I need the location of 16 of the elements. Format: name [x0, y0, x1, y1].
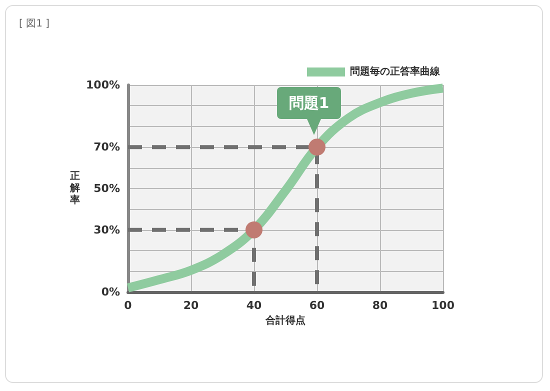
x-tick-label: 40: [246, 299, 262, 312]
x-tick-label: 20: [183, 299, 199, 312]
y-tick-label: 30%: [94, 223, 120, 236]
x-tick-label: 100: [432, 299, 455, 312]
annotation: 問題1: [277, 87, 341, 120]
x-tick-label: 60: [309, 299, 325, 312]
y-tick-label: 70%: [94, 140, 120, 154]
y-axis-title: 正解率: [69, 171, 80, 206]
x-tick-label: 0: [124, 299, 132, 312]
y-tick-label: 50%: [94, 182, 120, 195]
x-tick-label: 80: [372, 299, 388, 312]
text: [ 図1 ]: [19, 18, 50, 30]
legend-label: 問題毎の正答率曲線: [350, 66, 441, 78]
y-tick-label: 0%: [101, 286, 120, 298]
y-tick-label: 100%: [86, 78, 120, 92]
x-axis-title: 合計得点: [264, 314, 306, 326]
